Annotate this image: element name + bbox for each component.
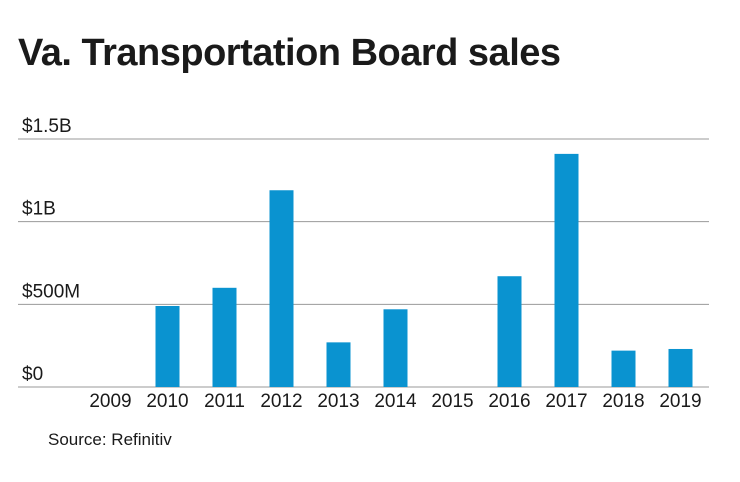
y-tick-label: $1B [22, 199, 56, 220]
bar-2013 [326, 342, 351, 387]
x-tick-label-2014: 2014 [374, 391, 417, 412]
bars [155, 153, 693, 387]
x-tick-label-2010: 2010 [146, 391, 188, 412]
bar-2019 [668, 348, 693, 387]
x-tick-label-2018: 2018 [602, 391, 644, 412]
x-tick-label-2019: 2019 [659, 391, 701, 412]
bar-2011 [212, 287, 237, 387]
bar-2018 [611, 350, 636, 387]
bar-2016 [497, 276, 522, 387]
x-tick-label-2012: 2012 [260, 391, 302, 412]
bar-2012 [269, 190, 294, 387]
gridlines [18, 138, 709, 388]
x-tick-label-2015: 2015 [431, 391, 473, 412]
bar-2017 [554, 153, 579, 387]
source-note: Source: Refinitiv [48, 430, 172, 449]
y-tick-label: $500M [22, 281, 80, 302]
chart-title: Va. Transportation Board sales [18, 32, 561, 74]
x-tick-label-2009: 2009 [89, 391, 131, 412]
y-tick-label: $0 [22, 364, 43, 385]
x-tick-label-2017: 2017 [545, 391, 587, 412]
y-axis-labels: $0 $500M $1B $1.5B [22, 116, 80, 385]
x-tick-label-2011: 2011 [204, 391, 245, 412]
bar-2010 [155, 305, 180, 387]
x-axis-labels: 2009 2010 2011 2012 2013 2014 2015 2016 2017 2018… [89, 391, 701, 412]
bar-2014 [383, 309, 408, 387]
y-tick-label: $1.5B [22, 116, 72, 137]
x-tick-label-2013: 2013 [317, 391, 359, 412]
x-tick-label-2016: 2016 [488, 391, 530, 412]
